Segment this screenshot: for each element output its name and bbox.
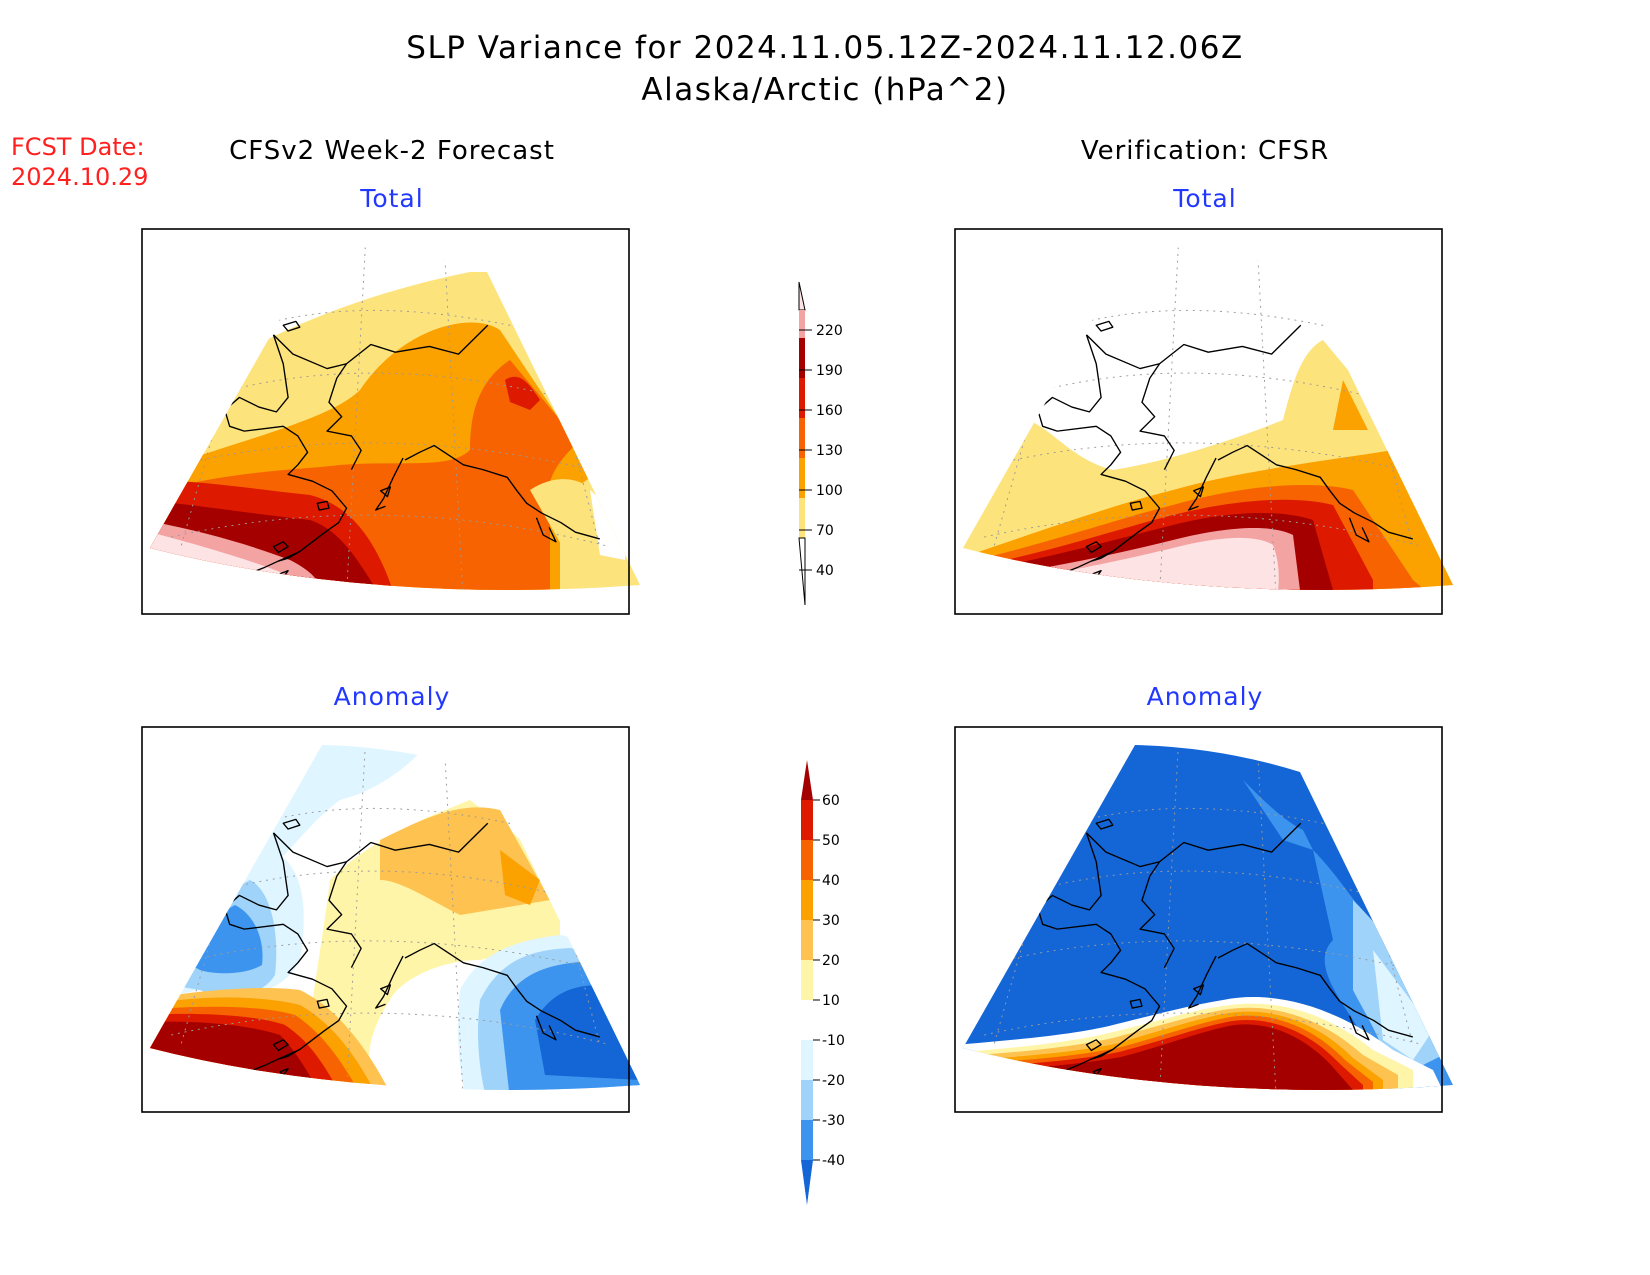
main-subtitle: Alaska/Arctic (hPa^2) <box>641 72 1009 108</box>
anomaly-tick-label: 40 <box>822 873 840 889</box>
anomaly-tick-label: 20 <box>822 953 840 969</box>
verification-total-map <box>954 228 1453 615</box>
total-tick-label: 160 <box>816 403 843 419</box>
total-tick-label: 40 <box>816 563 834 579</box>
main-title: SLP Variance for 2024.11.05.12Z-2024.11.… <box>406 30 1244 66</box>
verification-anomaly-title: Anomaly <box>1146 682 1264 711</box>
anomaly-colorbar: 60 50 40 30 20 10 -10 -20 -30 -40 <box>801 760 845 1205</box>
forecast-total-map <box>141 228 640 615</box>
verification-column-title: Verification: CFSR <box>1080 136 1330 166</box>
total-colorbar: 220 190 160 130 100 70 40 <box>798 281 843 606</box>
anomaly-tick-label: -30 <box>822 1113 845 1129</box>
forecast-anomaly-map <box>141 726 640 1113</box>
forecast-anomaly-title: Anomaly <box>333 682 451 711</box>
total-tick-label: 220 <box>816 323 843 339</box>
fcst-date-label: FCST Date: <box>11 133 145 161</box>
total-tick-label: 100 <box>816 483 843 499</box>
anomaly-tick-label: -20 <box>822 1073 845 1089</box>
anomaly-tick-label: 60 <box>822 793 840 809</box>
forecast-total-title: Total <box>360 184 424 213</box>
anomaly-tick-label: -40 <box>822 1153 845 1169</box>
anomaly-tick-label: 50 <box>822 833 840 849</box>
total-tick-label: 190 <box>816 363 843 379</box>
verification-anomaly-map <box>954 726 1453 1113</box>
total-tick-label: 130 <box>816 443 843 459</box>
anomaly-tick-label: 30 <box>822 913 840 929</box>
total-tick-label: 70 <box>816 523 834 539</box>
verification-total-title: Total <box>1173 184 1237 213</box>
anomaly-tick-label: 10 <box>822 993 840 1009</box>
forecast-column-title: CFSv2 Week-2 Forecast <box>229 136 555 166</box>
anomaly-tick-label: -10 <box>822 1033 845 1049</box>
fcst-date-value: 2024.10.29 <box>11 163 149 191</box>
